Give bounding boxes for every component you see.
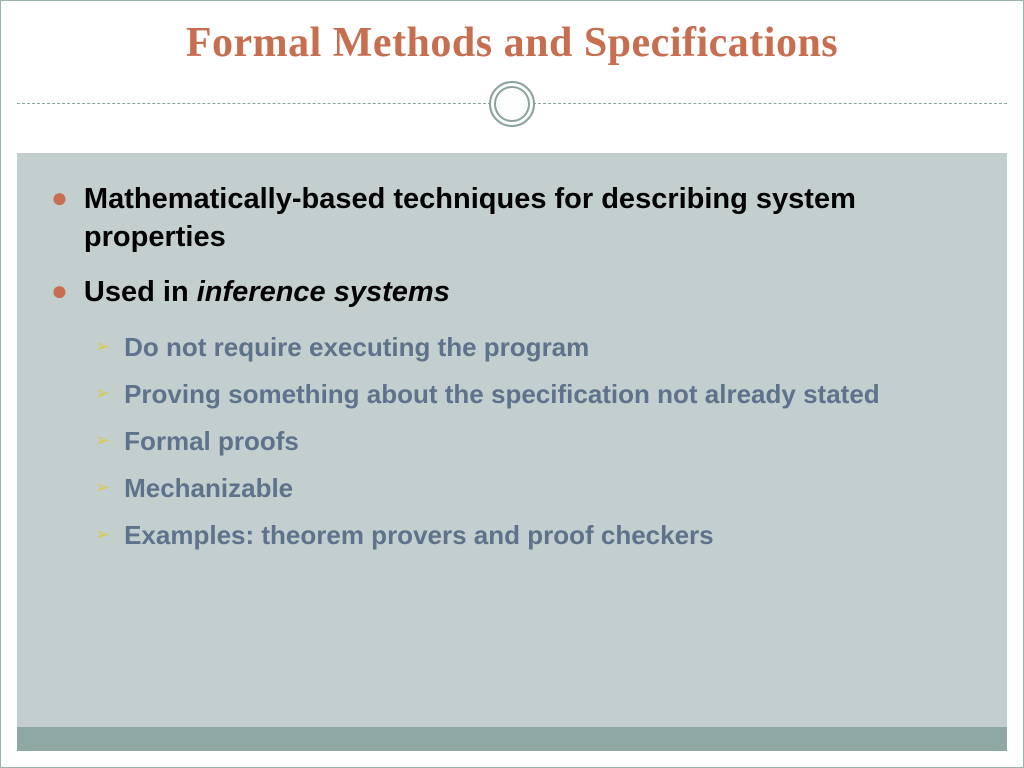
bullet-italic: inference systems	[197, 276, 450, 308]
chevron-right-icon: ➢	[95, 471, 110, 503]
sub-bullet: ➢ Do not require executing the program	[95, 330, 973, 365]
chevron-right-icon: ➢	[95, 518, 110, 550]
title-divider	[1, 81, 1023, 131]
bullet-dot-icon: ●	[51, 274, 68, 308]
sub-bullet-text: Formal proofs	[124, 424, 299, 459]
sub-bullet-text: Mechanizable	[124, 471, 293, 506]
main-bullet: ● Used in inference systems	[51, 274, 973, 312]
sub-bullet: ➢ Proving something about the specificat…	[95, 377, 973, 412]
slide-container: Formal Methods and Specifications ● Math…	[0, 0, 1024, 768]
sub-bullet-text: Proving something about the specificatio…	[124, 377, 880, 412]
sub-bullet-list: ➢ Do not require executing the program ➢…	[95, 330, 973, 553]
main-bullet: ● Mathematically-based techniques for de…	[51, 181, 973, 256]
sub-bullet: ➢ Formal proofs	[95, 424, 973, 459]
divider-inner-circle	[494, 86, 530, 122]
slide-title: Formal Methods and Specifications	[31, 19, 993, 67]
chevron-right-icon: ➢	[95, 424, 110, 456]
sub-bullet-text: Do not require executing the program	[124, 330, 589, 365]
bullet-text: Used in inference systems	[84, 274, 450, 312]
bullet-text: Mathematically-based techniques for desc…	[84, 181, 973, 256]
divider-circle-icon	[489, 81, 535, 127]
chevron-right-icon: ➢	[95, 330, 110, 362]
sub-bullet: ➢ Mechanizable	[95, 471, 973, 506]
bullet-dot-icon: ●	[51, 181, 68, 215]
footer-accent-bar	[17, 727, 1007, 751]
slide-header: Formal Methods and Specifications	[1, 1, 1023, 67]
chevron-right-icon: ➢	[95, 377, 110, 409]
sub-bullet-text: Examples: theorem provers and proof chec…	[124, 518, 714, 553]
slide-content: ● Mathematically-based techniques for de…	[17, 153, 1007, 751]
sub-bullet: ➢ Examples: theorem provers and proof ch…	[95, 518, 973, 553]
bullet-prefix: Used in	[84, 276, 197, 308]
